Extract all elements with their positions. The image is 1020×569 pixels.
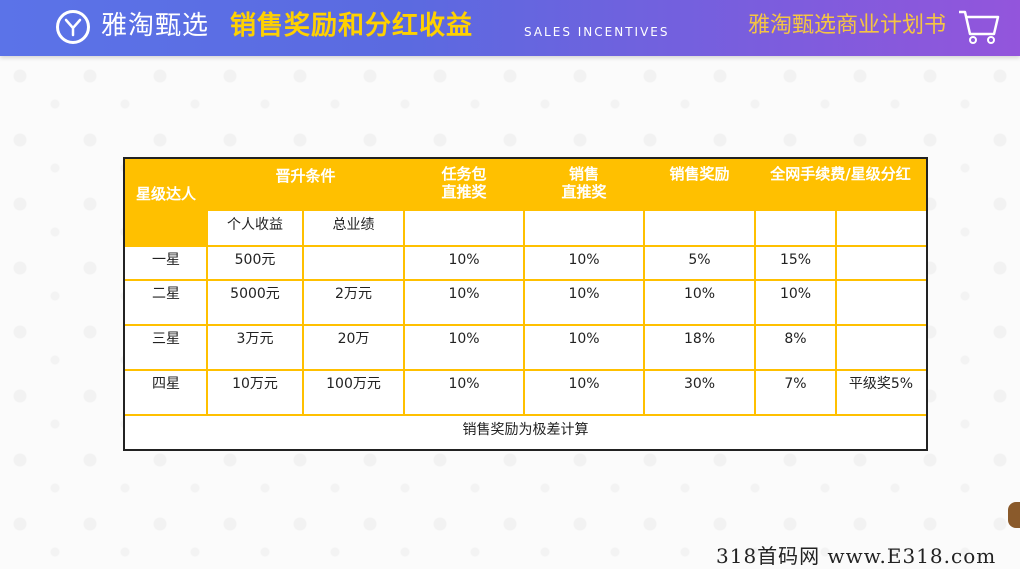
cell-task-package: 10% [448,286,480,302]
cell-personal-income: 3万元 [236,331,274,347]
cell-network-fee: 10% [779,286,812,302]
cell-sales-direct: 10% [568,331,600,347]
table-footer-note: 销售奖励为极差计算 [462,422,589,438]
corner-decoration [1008,502,1020,528]
cell-sales-reward: 10% [683,286,716,302]
cell-sales-direct: 10% [568,376,600,392]
cell-total-performance [303,246,404,280]
page-subtitle: SALES INCENTIVES [524,25,670,39]
cell-total-performance: 20万 [337,331,370,347]
cell-network-fee: 15% [779,252,812,268]
cell-extra-bonus [836,280,926,325]
cell-network-fee: 7% [784,376,807,392]
watermark-text: 318首码网 www.E318.com [716,544,997,568]
shopping-cart-icon [956,6,1002,46]
cell-extra-bonus: 平级奖5% [848,376,914,392]
cell-extra-bonus [836,246,926,280]
header-promotion: 晋升条件 [207,159,404,210]
cell-level: 三星 [152,331,180,347]
header-sales-direct: 销售 直推奖 [524,159,644,210]
cell-total-performance: 100万元 [326,376,381,392]
document-title: 雅淘甄选商业计划书 [748,13,947,38]
header-total-performance: 总业绩 [332,217,375,233]
cell-sales-direct: 10% [568,286,600,302]
page-title: 销售奖励和分红收益 [230,11,474,41]
cell-task-package: 10% [448,331,480,347]
header-bar: 雅淘甄选 销售奖励和分红收益 SALES INCENTIVES 雅淘甄选商业计划… [0,0,1020,56]
cell-personal-income: 5000元 [230,286,280,302]
cell-personal-income: 10万元 [232,376,278,392]
brand-name: 雅淘甄选 [101,11,210,41]
cell-extra-bonus [836,325,926,370]
header-level: 星级达人 [125,159,207,246]
header-network-fee: 全网手续费/星级分红 [755,159,926,210]
cell-sales-reward: 18% [683,331,716,347]
cell-level: 一星 [152,252,180,268]
cell-sales-reward: 5% [688,252,711,268]
header-task-package: 任务包 直推奖 [404,159,524,210]
cell-personal-income: 500元 [234,252,276,268]
cell-total-performance: 2万元 [335,286,372,302]
cell-sales-reward: 30% [683,376,716,392]
cell-task-package: 10% [448,252,480,268]
header-sales-reward: 销售奖励 [644,159,755,210]
cell-network-fee: 8% [784,331,807,347]
cell-task-package: 10% [448,376,480,392]
cell-level: 四星 [152,376,180,392]
cell-level: 二星 [152,286,180,302]
cell-sales-direct: 10% [568,252,600,268]
logo-icon [56,10,90,44]
header-personal-income: 个人收益 [227,217,283,233]
incentive-table: 星级达人 晋升条件 任务包 直推奖 销售 直推奖 销售奖励 全网手续费/星级分红… [123,157,928,451]
